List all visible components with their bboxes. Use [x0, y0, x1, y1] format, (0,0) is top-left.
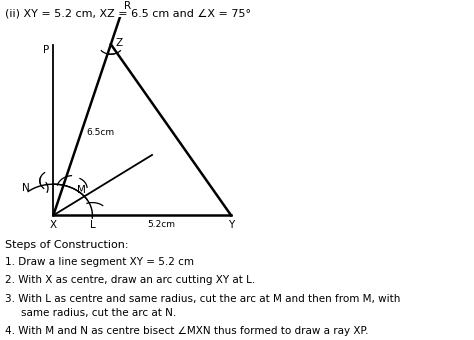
Text: 2. With X as centre, draw an arc cutting XY at L.: 2. With X as centre, draw an arc cutting…: [5, 275, 255, 285]
Text: P: P: [43, 45, 49, 55]
Text: M: M: [77, 185, 86, 195]
Text: 1. Draw a line segment XY = 5.2 cm: 1. Draw a line segment XY = 5.2 cm: [5, 257, 194, 267]
Text: 3. With L as centre and same radius, cut the arc at M and then from M, with: 3. With L as centre and same radius, cut…: [5, 294, 400, 304]
Text: Steps of Construction:: Steps of Construction:: [5, 240, 128, 250]
Text: same radius, cut the arc at N.: same radius, cut the arc at N.: [21, 308, 177, 318]
Text: Y: Y: [228, 220, 234, 230]
Text: 4. With M and N as centre bisect ∠MXN thus formed to draw a ray XP.: 4. With M and N as centre bisect ∠MXN th…: [5, 326, 368, 336]
Text: L: L: [90, 220, 95, 230]
Text: R: R: [124, 1, 131, 12]
Text: X: X: [50, 220, 57, 230]
Text: 5.2cm: 5.2cm: [148, 220, 176, 230]
Text: (ii) XY = 5.2 cm, XZ = 6.5 cm and ∠X = 75°: (ii) XY = 5.2 cm, XZ = 6.5 cm and ∠X = 7…: [5, 8, 251, 18]
Text: Z: Z: [115, 38, 122, 48]
Text: N: N: [22, 183, 29, 193]
Text: 6.5cm: 6.5cm: [86, 128, 114, 137]
